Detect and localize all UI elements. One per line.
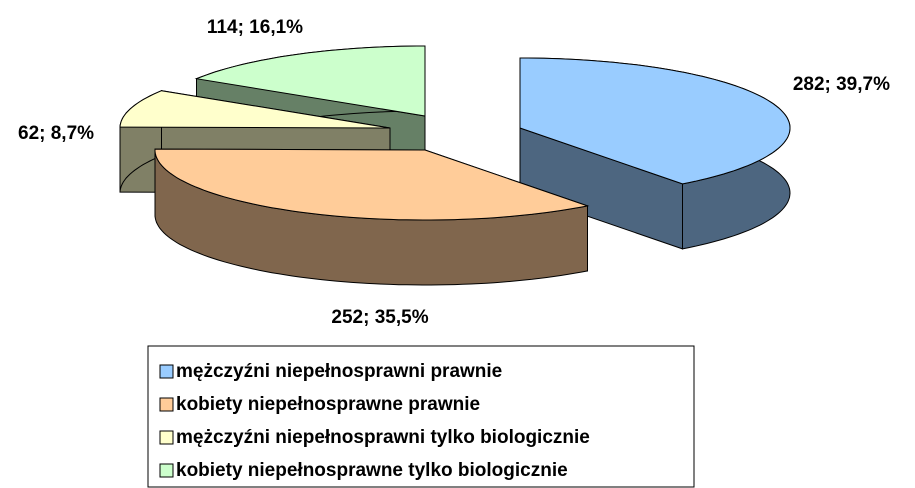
slice (154, 148, 590, 221)
legend-box (147, 345, 695, 488)
pie (119, 45, 791, 286)
slice (519, 57, 791, 250)
legend-swatch (159, 364, 174, 379)
legend-label: kobiety niepełnosprawne prawnie (176, 394, 480, 415)
labels: 114; 16,1% 62; 8,7% 282; 39,7% 252; 35,5% (18, 17, 890, 328)
data-label: 62; 8,7% (18, 123, 94, 144)
legend-swatch (159, 430, 174, 445)
slice (519, 57, 791, 185)
legend-label: mężczyźni niepełnosprawni prawnie (176, 361, 502, 382)
data-label: 282; 39,7% (793, 74, 890, 95)
legend: mężczyźni niepełnosprawni prawnie kobiety… (159, 361, 590, 481)
legend-label: kobiety niepełnosprawne tylko biologiczn… (176, 460, 568, 481)
slice (194, 45, 426, 117)
legend-swatch (159, 463, 174, 478)
slice (119, 90, 391, 129)
data-label: 114; 16,1% (207, 17, 303, 38)
slice (154, 148, 590, 286)
legend-swatch (159, 397, 174, 412)
legend-label: mężczyźni niepełnosprawni tylko biologic… (176, 427, 590, 448)
data-label: 252; 35,5% (331, 307, 428, 328)
